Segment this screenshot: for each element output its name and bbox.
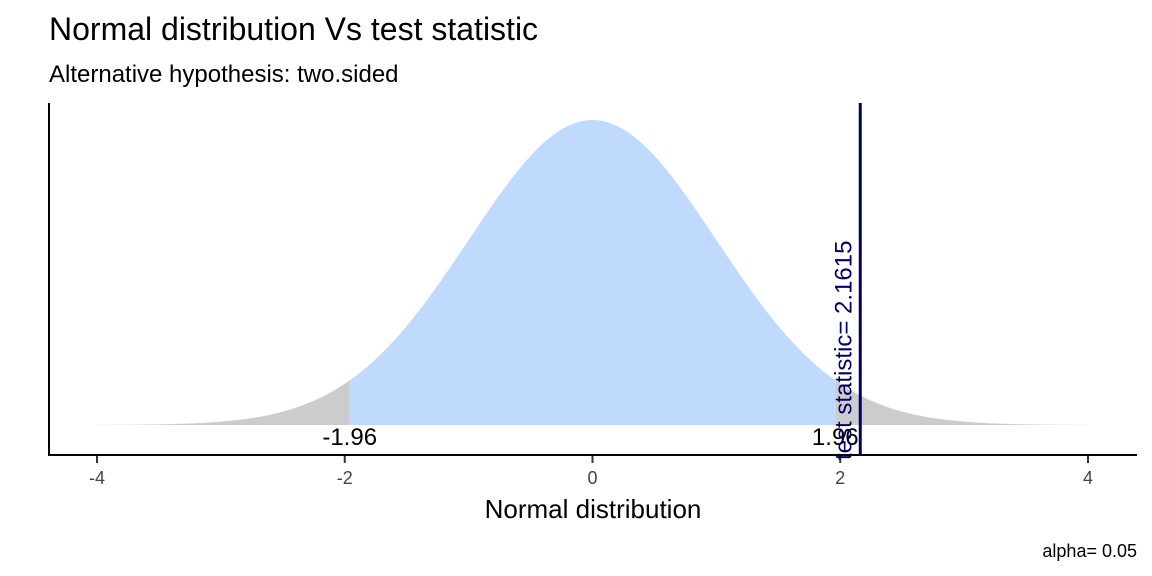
x-tick-label: -2 (337, 468, 353, 488)
critical-value-label: 1.96 (812, 424, 859, 451)
x-tick-label: 0 (587, 468, 597, 488)
critical-value-label: -1.96 (322, 424, 377, 451)
density-areas (97, 120, 1088, 425)
test-statistic-group: test statistic= 2.1615 (830, 103, 862, 460)
x-tick-label: 4 (1083, 468, 1093, 488)
chart-title: Normal distribution Vs test statistic (49, 11, 538, 47)
rejection-region-left (97, 380, 350, 425)
chart-caption: alpha= 0.05 (1042, 541, 1137, 561)
chart-subtitle: Alternative hypothesis: two.sided (49, 61, 399, 88)
rejection-region-right (835, 380, 1088, 425)
x-axis-ticks: -4 -2 0 2 4 (89, 456, 1093, 488)
acceptance-region (349, 120, 836, 425)
x-axis-label: Normal distribution (485, 494, 702, 524)
x-tick-label: -4 (89, 468, 105, 488)
x-tick-label: 2 (835, 468, 845, 488)
test-statistic-label: test statistic= 2.1615 (830, 241, 857, 460)
critical-value-labels: -1.96 1.96 (322, 424, 858, 451)
